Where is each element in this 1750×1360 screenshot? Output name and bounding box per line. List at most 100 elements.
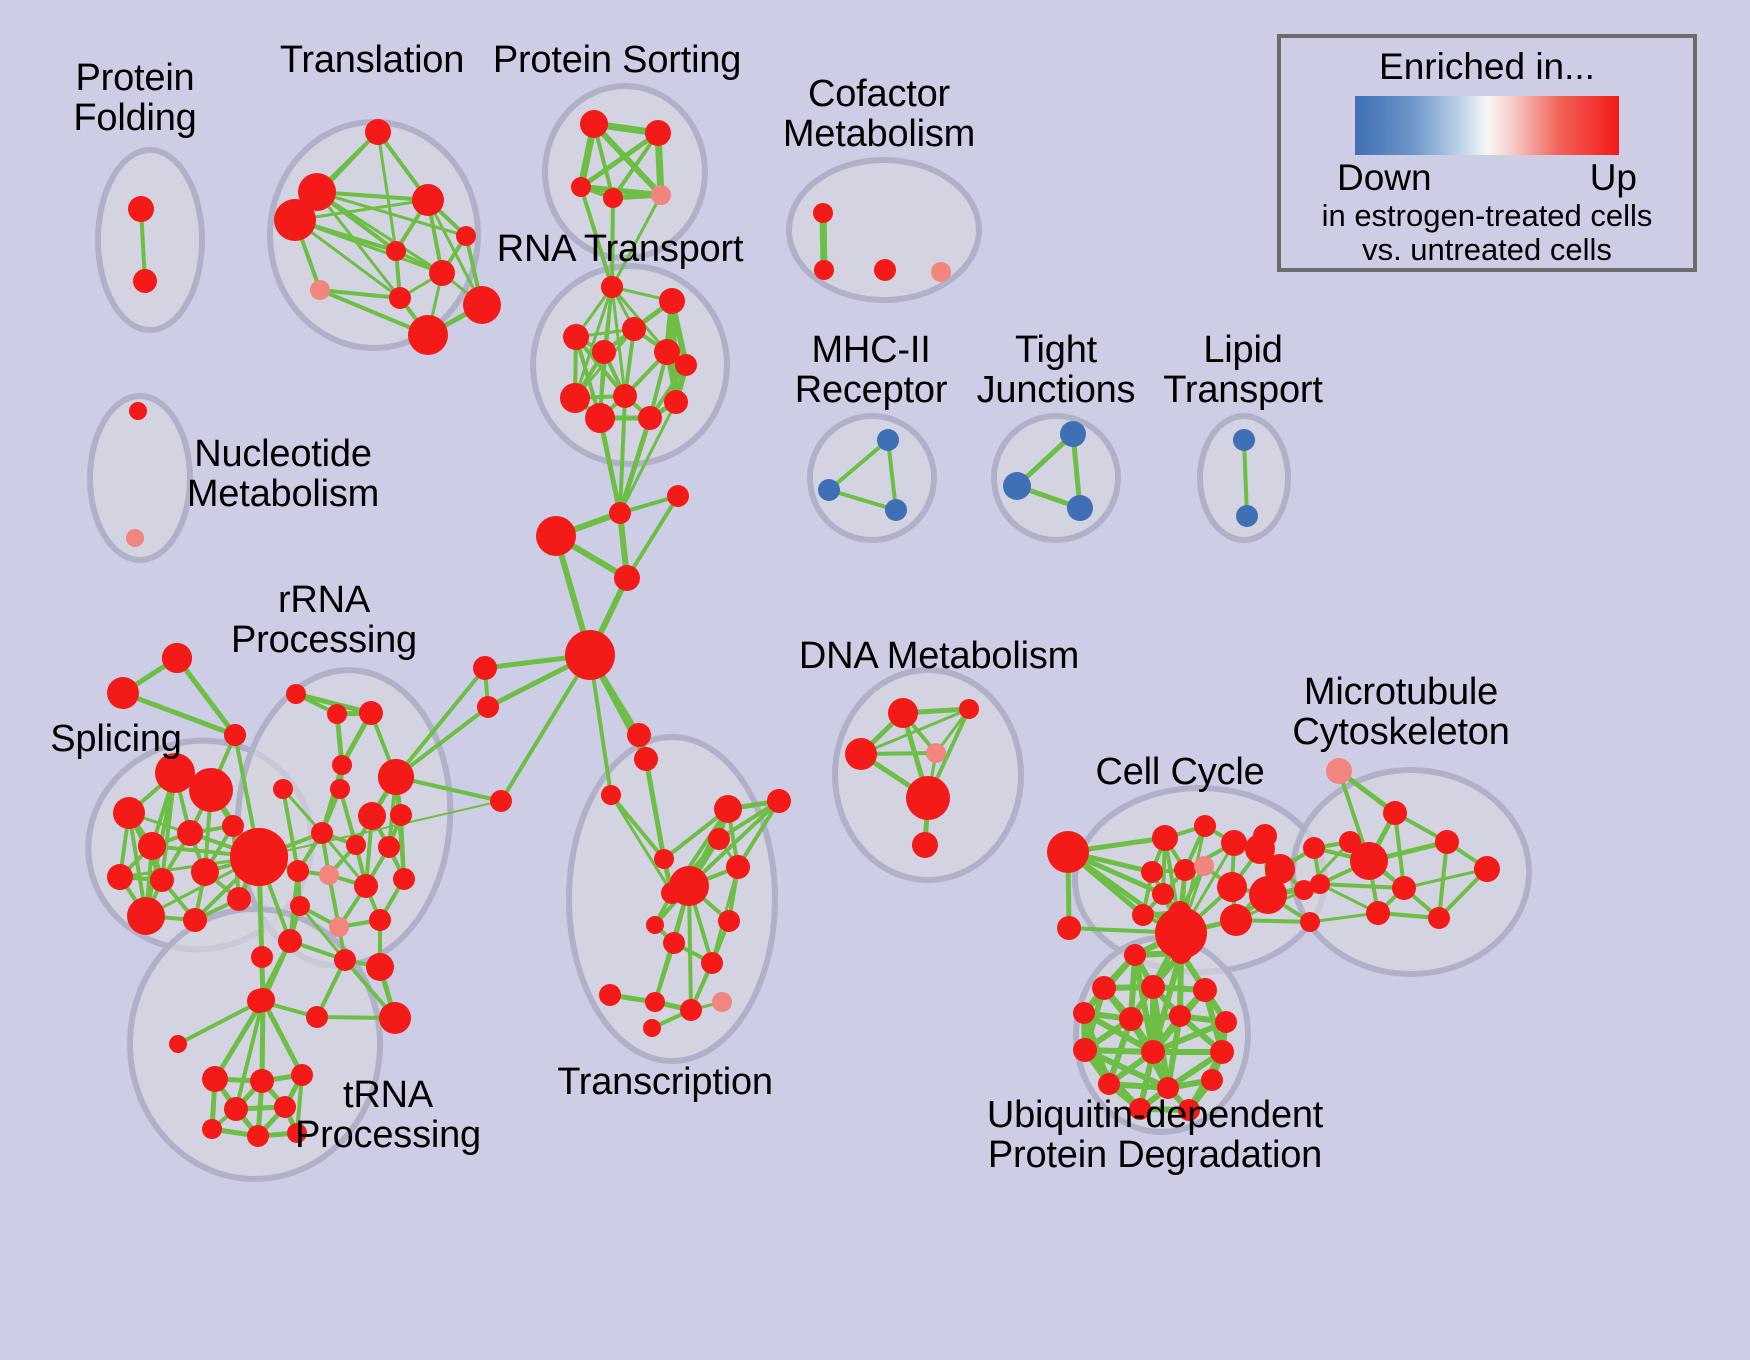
network-node[interactable]: [1124, 944, 1146, 966]
network-node[interactable]: [162, 643, 192, 673]
network-node[interactable]: [155, 753, 195, 793]
network-node[interactable]: [1383, 801, 1407, 825]
network-node[interactable]: [1141, 861, 1163, 883]
network-node[interactable]: [129, 402, 147, 420]
network-node[interactable]: [1326, 758, 1352, 784]
network-node[interactable]: [1092, 976, 1116, 1000]
network-node[interactable]: [818, 479, 840, 501]
network-node[interactable]: [1435, 830, 1459, 854]
network-node[interactable]: [926, 743, 946, 763]
network-node[interactable]: [1265, 854, 1295, 884]
network-node[interactable]: [169, 1035, 187, 1053]
network-node[interactable]: [222, 815, 244, 837]
network-node[interactable]: [1233, 429, 1255, 451]
network-node[interactable]: [278, 929, 302, 953]
network-node[interactable]: [291, 1064, 313, 1086]
network-node[interactable]: [359, 701, 383, 725]
network-node[interactable]: [366, 953, 394, 981]
network-node[interactable]: [565, 630, 615, 680]
network-node[interactable]: [230, 828, 288, 886]
network-node[interactable]: [874, 259, 896, 281]
network-node[interactable]: [654, 339, 680, 365]
network-node[interactable]: [1193, 978, 1217, 1002]
network-node[interactable]: [358, 802, 386, 830]
network-node[interactable]: [651, 185, 671, 205]
network-node[interactable]: [389, 287, 411, 309]
network-node[interactable]: [1169, 1005, 1191, 1027]
network-node[interactable]: [224, 1097, 248, 1121]
network-node[interactable]: [365, 119, 391, 145]
network-node[interactable]: [1067, 495, 1093, 521]
network-node[interactable]: [638, 406, 662, 430]
network-node[interactable]: [298, 173, 336, 211]
network-node[interactable]: [814, 260, 834, 280]
network-node[interactable]: [274, 199, 316, 241]
network-node[interactable]: [310, 280, 330, 300]
network-node[interactable]: [251, 988, 275, 1012]
network-node[interactable]: [128, 196, 154, 222]
network-node[interactable]: [714, 795, 742, 823]
network-node[interactable]: [224, 724, 246, 746]
network-node[interactable]: [959, 699, 979, 719]
network-node[interactable]: [1119, 1007, 1143, 1031]
network-node[interactable]: [311, 822, 333, 844]
network-node[interactable]: [663, 932, 685, 954]
network-node[interactable]: [877, 429, 899, 451]
network-node[interactable]: [138, 832, 166, 860]
network-node[interactable]: [669, 866, 709, 906]
network-node[interactable]: [287, 1123, 307, 1143]
network-node[interactable]: [622, 317, 646, 341]
network-node[interactable]: [1129, 1098, 1151, 1120]
network-node[interactable]: [330, 779, 350, 799]
network-node[interactable]: [127, 897, 165, 935]
network-node[interactable]: [1057, 916, 1081, 940]
network-node[interactable]: [191, 858, 219, 886]
network-node[interactable]: [1221, 830, 1247, 856]
network-node[interactable]: [107, 864, 133, 890]
network-node[interactable]: [1170, 942, 1192, 964]
network-node[interactable]: [1194, 856, 1214, 876]
network-node[interactable]: [1350, 842, 1388, 880]
network-node[interactable]: [659, 288, 685, 314]
network-node[interactable]: [654, 849, 674, 869]
network-node[interactable]: [332, 755, 352, 775]
network-node[interactable]: [845, 738, 877, 770]
network-node[interactable]: [1132, 904, 1154, 926]
network-node[interactable]: [133, 269, 157, 293]
network-node[interactable]: [1003, 472, 1031, 500]
network-node[interactable]: [334, 949, 356, 971]
network-node[interactable]: [906, 776, 950, 820]
network-node[interactable]: [327, 704, 347, 724]
network-node[interactable]: [888, 698, 918, 728]
network-node[interactable]: [580, 110, 608, 138]
network-node[interactable]: [126, 529, 144, 547]
network-node[interactable]: [571, 177, 591, 197]
network-node[interactable]: [646, 916, 664, 934]
network-node[interactable]: [885, 499, 907, 521]
network-node[interactable]: [1220, 904, 1252, 936]
network-node[interactable]: [463, 286, 501, 324]
network-node[interactable]: [1141, 1040, 1165, 1064]
network-node[interactable]: [1073, 1038, 1097, 1062]
network-node[interactable]: [708, 828, 730, 850]
network-node[interactable]: [456, 226, 476, 246]
network-node[interactable]: [726, 855, 750, 879]
network-node[interactable]: [643, 1019, 661, 1037]
network-node[interactable]: [1152, 883, 1174, 905]
network-node[interactable]: [614, 565, 640, 591]
network-node[interactable]: [813, 203, 833, 223]
network-node[interactable]: [113, 797, 145, 829]
network-node[interactable]: [1152, 825, 1178, 851]
network-node[interactable]: [675, 354, 697, 376]
network-node[interactable]: [1217, 872, 1247, 902]
network-node[interactable]: [634, 747, 658, 771]
network-node[interactable]: [1339, 831, 1361, 853]
network-node[interactable]: [536, 516, 576, 556]
network-node[interactable]: [1157, 1077, 1179, 1099]
network-node[interactable]: [1310, 874, 1330, 894]
network-node[interactable]: [1236, 505, 1258, 527]
network-node[interactable]: [107, 677, 139, 709]
network-node[interactable]: [592, 340, 616, 364]
network-node[interactable]: [599, 984, 621, 1006]
network-node[interactable]: [609, 502, 631, 524]
